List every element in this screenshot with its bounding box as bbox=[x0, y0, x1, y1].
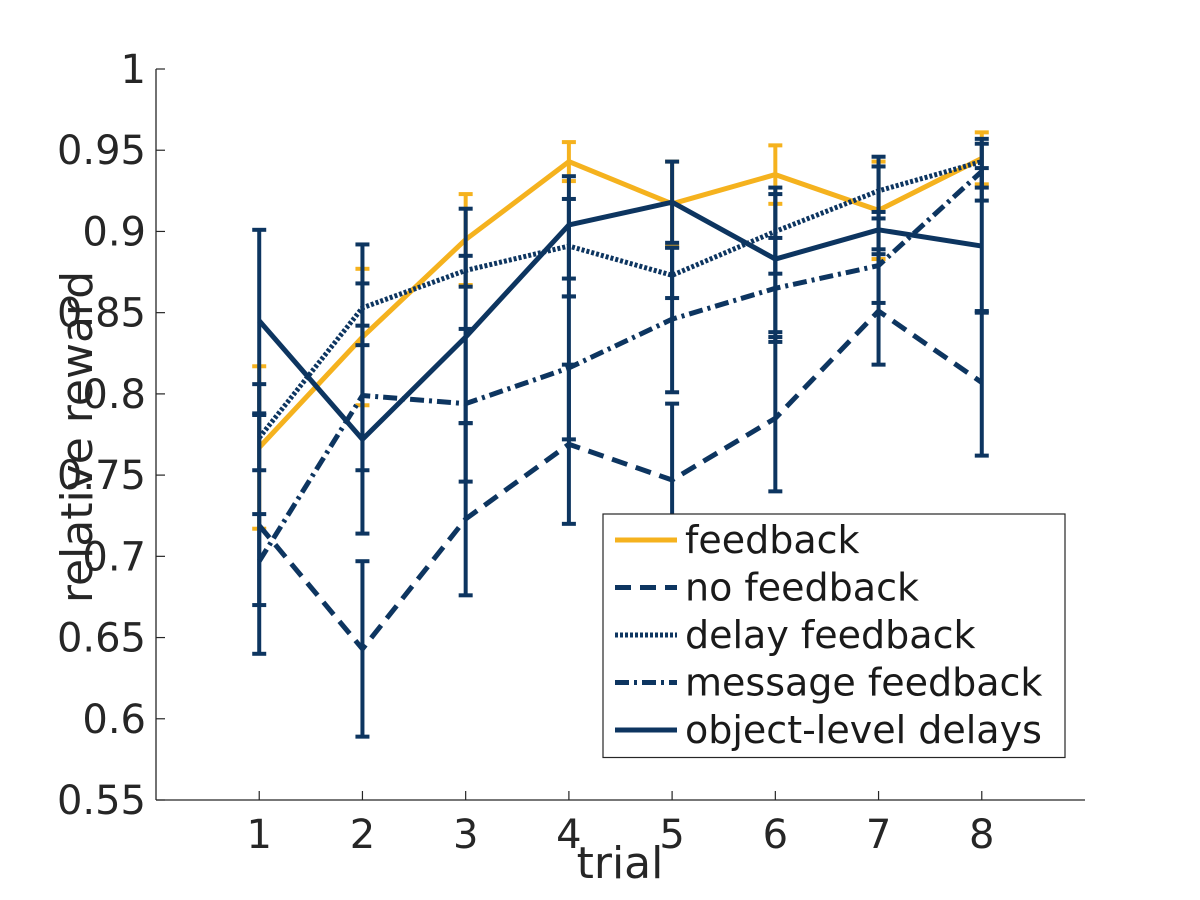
legend-label: no feedback bbox=[685, 566, 919, 610]
y-tick-label: 0.75 bbox=[57, 453, 146, 499]
series-object-level-delays bbox=[252, 154, 989, 536]
y-tick-label: 0.7 bbox=[82, 534, 146, 580]
x-tick-label: 7 bbox=[866, 812, 891, 858]
legend-label: feedback bbox=[685, 518, 860, 562]
y-tick-label: 0.55 bbox=[57, 778, 146, 824]
x-tick-label: 8 bbox=[969, 812, 994, 858]
legend-box bbox=[602, 513, 1066, 759]
series-line bbox=[257, 199, 983, 442]
ticks-layer: 0.55 0.6 0.65 0.7 0.75 0.8 0.85 0.9 0.95 1 1 2 3 4 5 6 7… bbox=[57, 47, 995, 858]
legend-label: delay feedback bbox=[685, 613, 975, 657]
x-tick-label: 4 bbox=[556, 812, 581, 858]
x-tick-label: 1 bbox=[246, 812, 271, 858]
series-line bbox=[257, 156, 983, 450]
y-tick-label: 0.85 bbox=[57, 291, 146, 337]
y-tick-label: 0.95 bbox=[57, 128, 146, 174]
series-line bbox=[257, 159, 983, 440]
series-line bbox=[257, 169, 984, 563]
x-axis-label: trial bbox=[577, 838, 664, 889]
series-line bbox=[257, 308, 984, 652]
legend-label: message feedback bbox=[685, 661, 1042, 705]
y-axis-label: relative reward bbox=[52, 271, 103, 603]
x-tick-label: 5 bbox=[659, 812, 684, 858]
x-tick-label: 3 bbox=[453, 812, 478, 858]
y-tick-label: 0.8 bbox=[82, 372, 146, 418]
legend-label: object-level delays bbox=[685, 708, 1042, 752]
x-tick-label: 6 bbox=[763, 812, 788, 858]
y-tick-label: 0.6 bbox=[82, 697, 146, 743]
y-tick-label: 0.65 bbox=[57, 616, 146, 662]
x-tick-label: 2 bbox=[350, 812, 375, 858]
y-tick-label: 1 bbox=[121, 47, 146, 93]
axes bbox=[155, 69, 1085, 801]
y-tick-label: 0.9 bbox=[82, 209, 146, 255]
series-layer bbox=[252, 130, 989, 739]
